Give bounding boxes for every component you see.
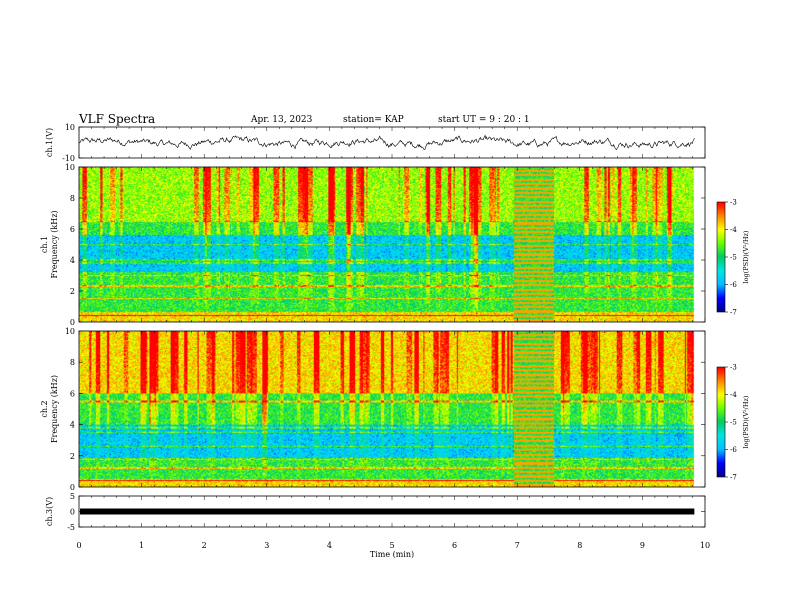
y-tick-label: 8: [70, 194, 75, 203]
y-tick-label: -10: [62, 154, 75, 163]
x-tick-label: 0: [76, 541, 81, 550]
y-tick-label: 8: [70, 358, 75, 367]
colorbar-tick-label: -5: [730, 254, 737, 262]
y-tick-label: 10: [65, 327, 75, 336]
y-tick-label: 2: [70, 452, 75, 461]
y-tick-label: 4: [70, 421, 75, 430]
colorbar-tick-label: -3: [730, 364, 737, 372]
y-tick-label: 6: [70, 225, 75, 234]
y-tick-label: 6: [70, 389, 75, 398]
axis-labels: 10-10ch.1(V)-3-4-5-6-7log(PSD)(V²/Hz)024…: [40, 123, 750, 559]
colorbar: [717, 367, 725, 477]
y-tick-label: 10: [65, 163, 75, 172]
y-axis-label: ch.1(V): [45, 128, 54, 157]
x-tick-label: 2: [202, 541, 207, 550]
colorbar-tick-label: -4: [730, 226, 737, 234]
ch3-trace: [80, 508, 695, 515]
colorbar-tick-label: -5: [730, 419, 737, 427]
y-tick-label: 4: [70, 256, 75, 265]
x-tick-label: 1: [139, 541, 144, 550]
colorbar-tick-label: -6: [730, 446, 737, 454]
colorbar-label: log(PSD)(V²/Hz): [742, 395, 750, 448]
y-tick-label: -5: [67, 523, 75, 532]
y-tick-label: 0: [70, 318, 75, 327]
y-axis-label: ch.2: [40, 400, 49, 417]
x-tick-label: 10: [700, 541, 710, 550]
y-axis-label: ch.1: [40, 236, 49, 253]
x-tick-label: 7: [515, 541, 520, 550]
colorbar-tick-label: -7: [730, 474, 737, 482]
spectrogram-image: [79, 167, 705, 322]
figure-title: VLF Spectra: [79, 112, 156, 126]
spectrogram-images: [79, 167, 725, 487]
colorbar-tick-label: -4: [730, 391, 737, 399]
ch1-trace: [78, 134, 695, 151]
y-axis-label: Frequency (kHz): [50, 210, 59, 278]
colorbar-tick-label: -7: [730, 309, 737, 317]
x-tick-label: 8: [577, 541, 582, 550]
y-axis-label: ch.3(V): [45, 497, 54, 526]
x-tick-label: 4: [327, 541, 332, 550]
y-axis-label: Frequency (kHz): [50, 375, 59, 443]
x-tick-label: 3: [264, 541, 269, 550]
y-tick-label: 2: [70, 287, 75, 296]
axes: [78, 126, 728, 528]
colorbar-tick-label: -6: [730, 281, 737, 289]
y-tick-label: 0: [70, 508, 75, 517]
panel-frame: [78, 126, 706, 159]
colorbar-label: log(PSD)(V²/Hz): [742, 230, 750, 283]
y-tick-label: 5: [70, 492, 75, 501]
x-tick-label: 6: [452, 541, 457, 550]
start-time-label: start UT = 9 : 20 : 1: [438, 115, 530, 125]
x-tick-label: 9: [640, 541, 645, 550]
colorbar: [717, 202, 725, 312]
y-tick-label: 0: [70, 483, 75, 492]
station-label: station= KAP: [343, 115, 404, 125]
spectrogram-image: [79, 331, 705, 487]
x-axis-label: Time (min): [370, 550, 414, 559]
x-tick-label: 5: [389, 541, 394, 550]
waveform-traces: [78, 134, 695, 515]
date-label: Apr. 13, 2023: [251, 115, 313, 125]
colorbar-tick-label: -3: [730, 199, 737, 207]
y-tick-label: 10: [65, 123, 75, 132]
